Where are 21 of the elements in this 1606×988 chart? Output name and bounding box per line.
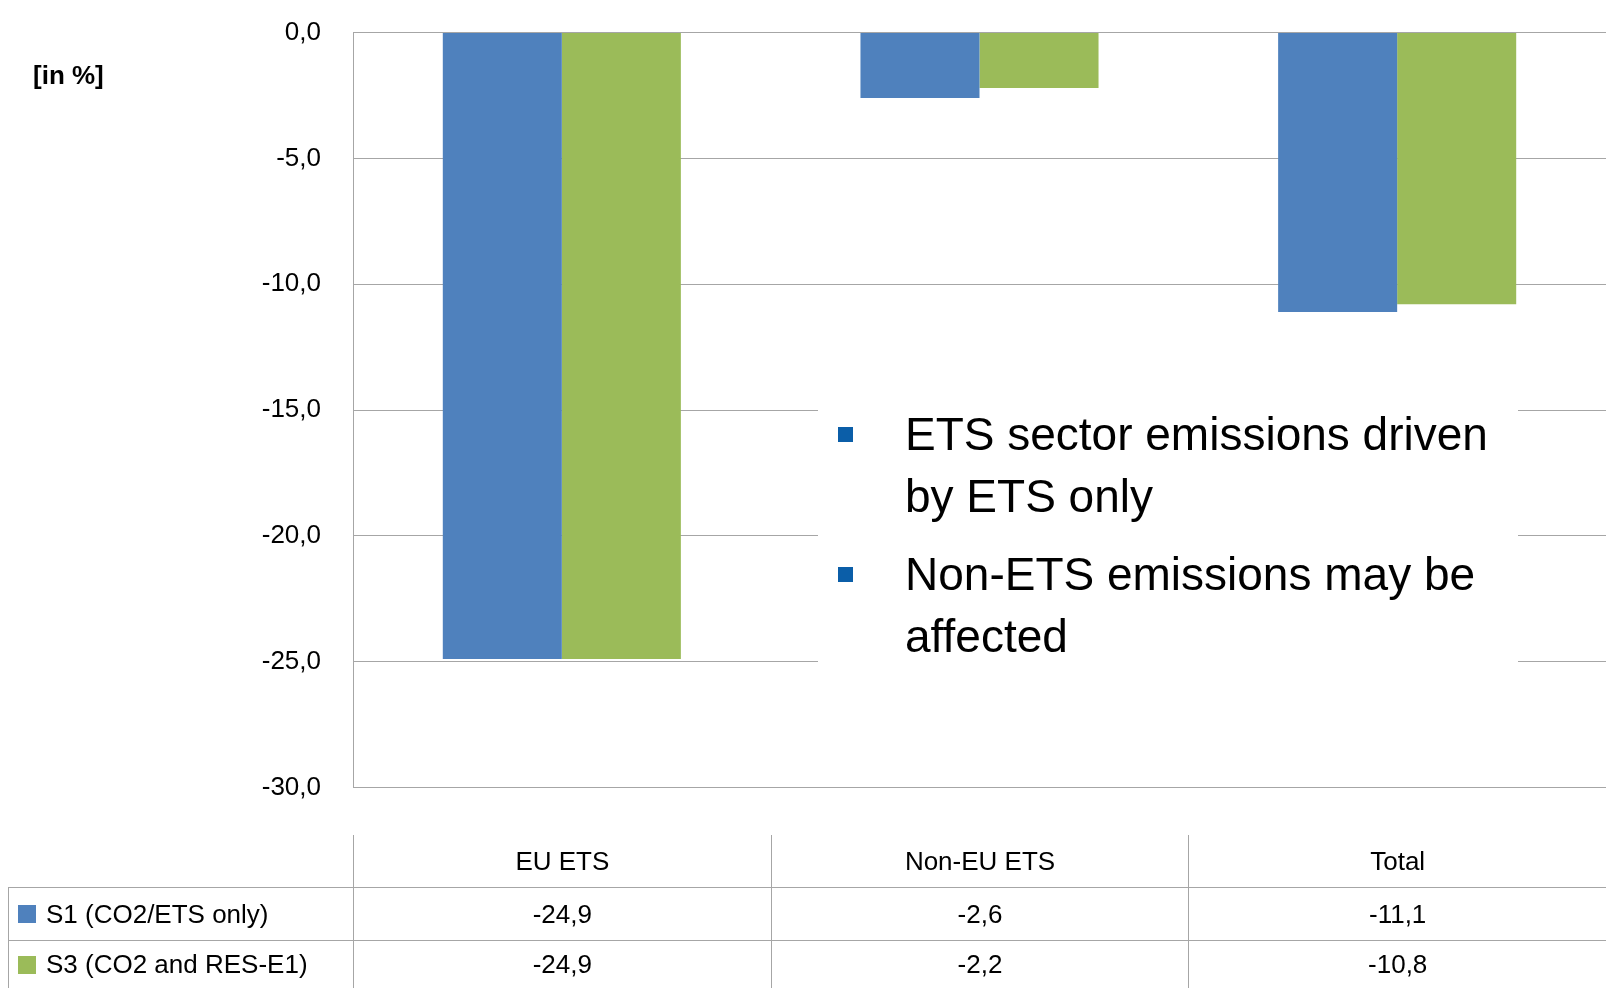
y-tick-label: 0,0	[284, 15, 321, 46]
data-label: -11,1	[1188, 888, 1606, 940]
y-tick-label: -30,0	[261, 770, 321, 801]
x-tick-label: Total	[1188, 835, 1606, 887]
data-label: -24,9	[353, 941, 771, 988]
x-tick-label: Non-EU ETS	[770, 835, 1189, 887]
y-tick-label: -15,0	[261, 393, 321, 424]
y-tick-label: -10,0	[261, 267, 321, 298]
annotation: ETS sector emissions driven by ETS only	[905, 407, 1489, 524]
data-label: -24,9	[353, 888, 771, 940]
data-label: -10,8	[1188, 941, 1606, 988]
annotation: Non-ETS emissions may be affected	[905, 547, 1477, 664]
data-label: -2,2	[770, 941, 1189, 988]
text: [in %]	[33, 60, 104, 91]
data-label: -2,6	[770, 888, 1189, 940]
y-tick-label: -25,0	[261, 644, 321, 675]
legend-label: S3 (CO2 and RES-E1)	[46, 949, 308, 980]
y-tick-label: -5,0	[276, 141, 321, 172]
y-tick-label: -20,0	[261, 518, 321, 549]
legend-label: S1 (CO2/ETS only)	[46, 898, 269, 930]
x-tick-label: EU ETS	[353, 835, 771, 887]
